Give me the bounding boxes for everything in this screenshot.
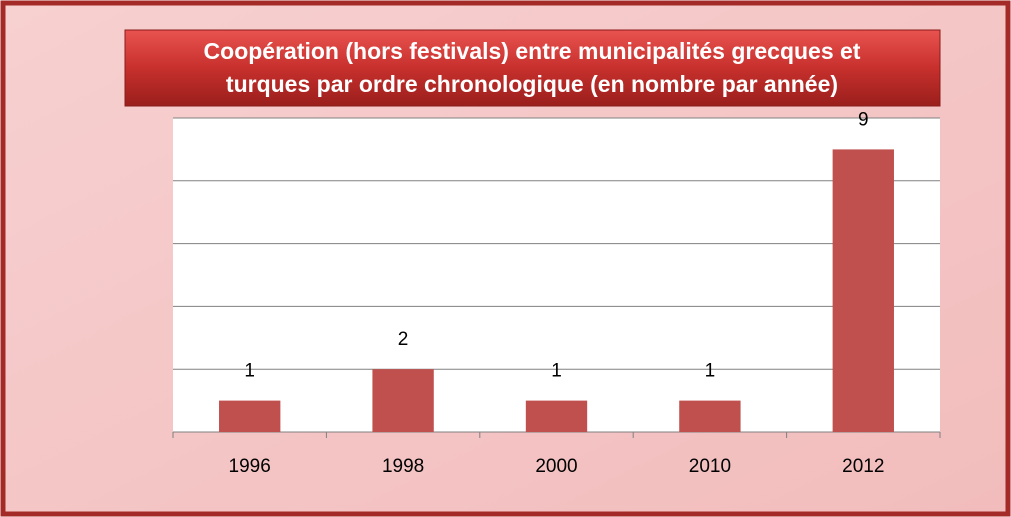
bar xyxy=(679,400,741,432)
plot-area xyxy=(173,118,940,432)
title-box xyxy=(124,29,941,107)
x-tick-label: 1996 xyxy=(229,456,271,477)
x-tick-label: 2010 xyxy=(689,456,731,477)
bar xyxy=(219,400,281,432)
x-tick-label: 2000 xyxy=(535,456,577,477)
value-label: 9 xyxy=(858,109,869,130)
value-label: 1 xyxy=(551,361,562,382)
x-tick-label: 2012 xyxy=(842,456,884,477)
x-tick-label: 1998 xyxy=(382,456,424,477)
bar xyxy=(832,149,894,432)
bar xyxy=(372,369,434,432)
chart-title: Coopération (hors festivals) entre munic… xyxy=(204,38,861,64)
value-label: 2 xyxy=(398,329,409,350)
value-label: 1 xyxy=(705,361,716,382)
chart-title: turques par ordre chronologique (en nomb… xyxy=(226,71,838,97)
bar xyxy=(525,400,588,432)
value-label: 1 xyxy=(244,361,255,382)
